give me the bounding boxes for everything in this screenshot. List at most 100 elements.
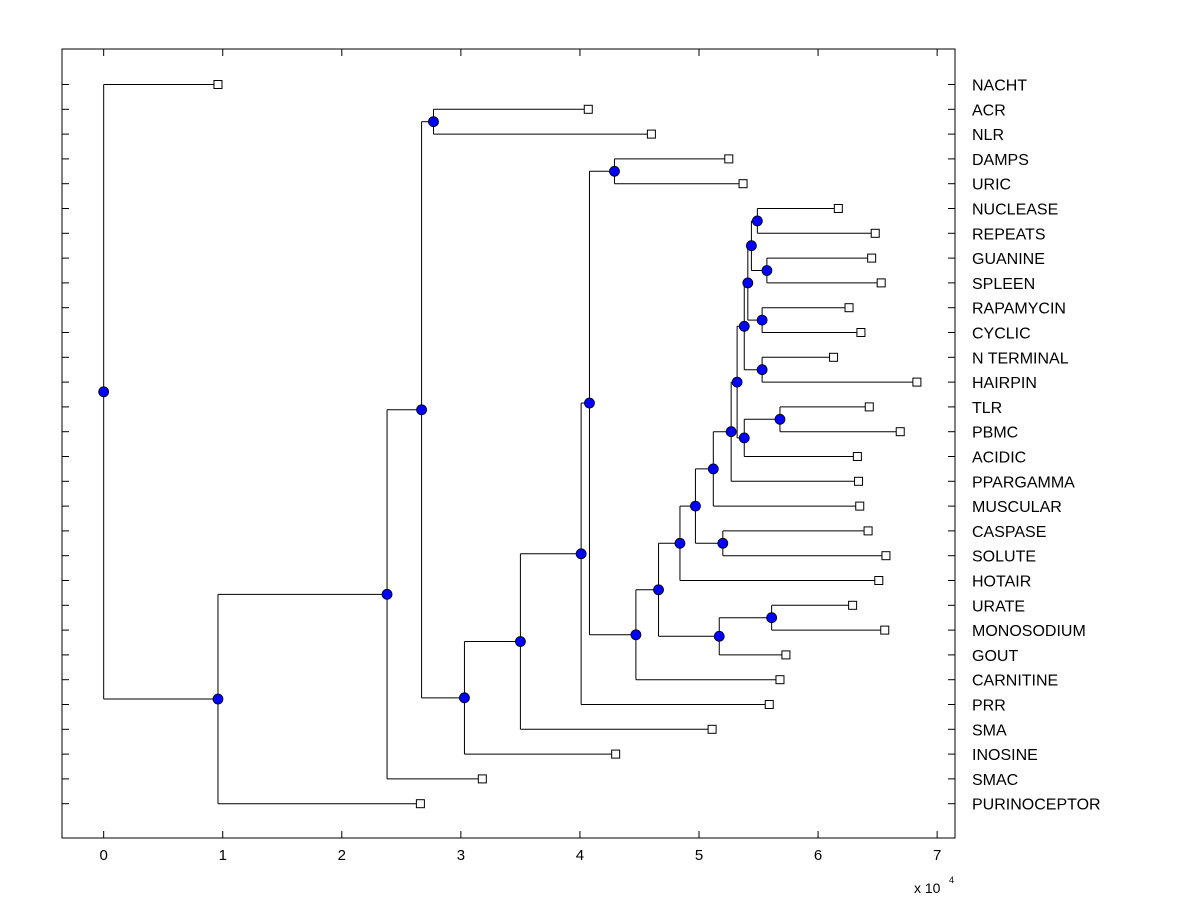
leaf-label-nuclease: NUCLEASE (972, 202, 1058, 219)
leaf-marker-ppargamma (854, 476, 864, 486)
node-marker-n13 (717, 537, 729, 549)
leaf-label-monosodium: MONOSODIUM (972, 623, 1086, 640)
leaf-label-nacht: NACHT (972, 78, 1027, 95)
leaf-label-ppargamma: PPARGAMMA (972, 474, 1075, 491)
leaf-label-pbmc: PBMC (972, 425, 1018, 442)
leaf-label-gout: GOUT (972, 648, 1018, 665)
node-marker-n5 (742, 277, 754, 289)
leaf-marker-tlr (864, 402, 874, 412)
node-marker-n22 (575, 548, 587, 560)
leaf-labels: NACHT ACR NLR DAMPS URIC NUCLEASE REPEATS GUANI… (972, 78, 1101, 814)
xtick-label-6: 6 (814, 847, 822, 864)
leaf-label-sma: SMA (972, 722, 1007, 739)
leaf-marker-caspase (863, 526, 873, 536)
node-marker-n25 (428, 116, 439, 128)
node-marker-n8 (774, 413, 786, 425)
leaf-marker-n-terminal (829, 352, 839, 362)
leaf-label-inosine: INOSINE (972, 747, 1038, 764)
leaf-label-n-terminal: N TERMINAL (972, 350, 1069, 367)
leaf-marker-cyclic (856, 328, 866, 337)
leaf-marker-nuclease (833, 204, 843, 213)
leaf-label-rapamycin: RAPAMYCIN (972, 301, 1066, 318)
dendrogram-markers (98, 80, 922, 809)
leaf-marker-gout (781, 650, 791, 660)
leaf-marker-inosine (611, 749, 621, 759)
node-marker-n3 (745, 240, 757, 252)
node-marker-n6 (756, 364, 768, 376)
leaf-marker-nacht (213, 80, 223, 89)
node-marker-n24 (459, 692, 470, 704)
node-marker-n7 (738, 320, 750, 332)
leaf-label-repeats: REPEATS (972, 226, 1046, 243)
leaf-label-acidic: ACIDIC (972, 450, 1026, 467)
node-marker-n10 (731, 376, 743, 388)
leaf-marker-nlr (646, 129, 656, 139)
node-marker-n16 (766, 612, 778, 624)
xtick-label-5: 5 (695, 847, 703, 864)
leaf-marker-solute (881, 551, 891, 561)
leaf-marker-uric (738, 179, 748, 189)
leaf-label-hotair: HOTAIR (972, 574, 1031, 591)
plot-frame (61, 48, 956, 839)
leaf-label-carnitine: CARNITINE (972, 673, 1058, 690)
leaf-label-muscular: MUSCULAR (972, 499, 1062, 516)
leaf-label-cyclic: CYCLIC (972, 326, 1031, 343)
node-marker-n4 (756, 314, 768, 326)
xtick-label-4: 4 (576, 847, 584, 864)
leaf-marker-muscular (855, 501, 865, 511)
leaf-label-tlr: TLR (972, 400, 1002, 417)
leaf-label-hairpin: HAIRPIN (972, 375, 1037, 392)
node-marker-n27 (381, 588, 393, 600)
leaf-marker-hairpin (912, 377, 922, 387)
leaf-label-urate: URATE (972, 598, 1025, 615)
leaf-label-damps: DAMPS (972, 152, 1029, 169)
node-marker-n15 (674, 537, 686, 549)
node-marker-n23 (515, 636, 526, 647)
node-marker-n11 (725, 426, 737, 438)
leaf-marker-sma (707, 724, 717, 734)
leaf-label-acr: ACR (972, 102, 1006, 119)
node-marker-n19 (630, 629, 642, 641)
leaf-marker-carnitine (775, 675, 785, 685)
leaf-label-spleen: SPLEEN (972, 276, 1035, 293)
x-axis: 0 1 2 3 4 5 6 7 (100, 49, 941, 864)
x-multiplier-label: x 10 (914, 880, 941, 896)
leaf-label-caspase: CASPASE (972, 524, 1046, 541)
xtick-label-7: 7 (933, 847, 941, 864)
node-marker-n18 (653, 584, 664, 596)
xtick-label-2: 2 (338, 847, 346, 864)
leaf-marker-prr (764, 700, 774, 709)
leaf-marker-rapamycin (844, 303, 854, 313)
xtick-label-0: 0 (100, 847, 108, 864)
leaf-marker-smac (477, 774, 487, 784)
leaf-label-prr: PRR (972, 698, 1006, 715)
node-marker-n1 (751, 215, 763, 227)
leaf-label-nlr: NLR (972, 127, 1004, 144)
leaf-label-guanine: GUANINE (972, 251, 1045, 268)
leaf-marker-hotair (874, 576, 884, 585)
node-marker-n2 (761, 265, 773, 276)
node-marker-n28 (212, 693, 224, 705)
node-marker-n17 (713, 630, 725, 642)
node-marker-n12 (707, 463, 719, 475)
node-marker-n21 (584, 397, 595, 409)
leaf-marker-monosodium (880, 625, 890, 635)
leaf-marker-repeats (870, 228, 880, 238)
leaf-marker-damps (724, 154, 734, 164)
leaf-marker-acidic (852, 452, 862, 461)
leaf-marker-guanine (867, 253, 877, 263)
xtick-label-1: 1 (219, 847, 227, 864)
leaf-label-purinoceptor: PURINOCEPTOR (972, 797, 1101, 814)
node-marker-n14 (690, 500, 701, 512)
node-marker-n20 (609, 165, 620, 177)
leaf-label-smac: SMAC (972, 772, 1018, 789)
leaf-marker-urate (848, 600, 858, 610)
xtick-label-3: 3 (457, 847, 465, 864)
node-marker-n9 (738, 432, 750, 444)
node-marker-n29 (98, 386, 110, 398)
leaf-label-uric: URIC (972, 177, 1011, 194)
leaf-marker-pbmc (895, 427, 905, 437)
leaf-marker-acr (583, 104, 593, 114)
leaf-marker-spleen (876, 278, 886, 288)
